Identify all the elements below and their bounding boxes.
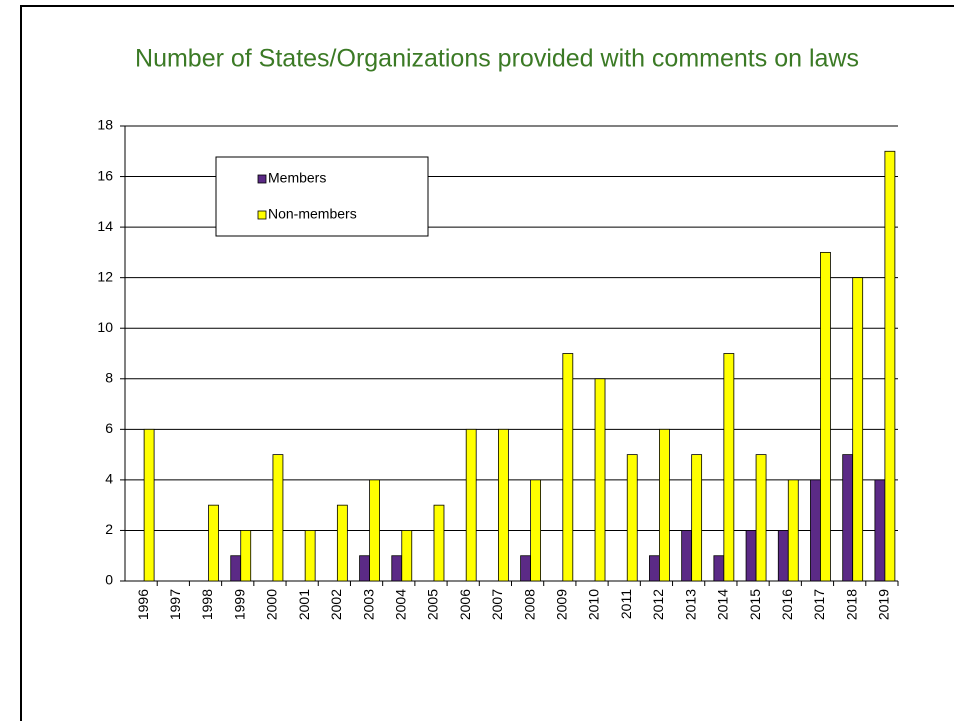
bar <box>649 555 660 582</box>
bar <box>713 555 725 582</box>
legend-swatch <box>257 174 267 184</box>
bar <box>230 555 242 582</box>
bar <box>562 353 574 582</box>
bar <box>359 555 370 582</box>
bar <box>810 479 821 582</box>
bar <box>520 555 532 582</box>
x-tick-label: 2008 <box>521 589 537 620</box>
bar <box>755 454 767 582</box>
slide-border <box>20 5 954 721</box>
x-tick-label: 2015 <box>747 589 763 620</box>
bar <box>874 479 886 582</box>
chart-title: Number of States/Organizations provided … <box>135 45 859 73</box>
bar <box>884 150 896 582</box>
y-tick-label: 10 <box>97 319 113 335</box>
x-tick-label: 2002 <box>328 589 344 620</box>
bar <box>842 454 854 582</box>
x-tick-label: 2014 <box>715 589 731 620</box>
y-tick-label: 14 <box>97 218 113 234</box>
x-tick-label: 2000 <box>264 589 280 620</box>
legend-swatch <box>257 210 267 220</box>
bar <box>497 428 509 582</box>
x-tick-label: 2005 <box>425 589 441 620</box>
x-tick-label: 1996 <box>135 589 151 620</box>
x-tick-label: 1999 <box>231 589 247 620</box>
bar <box>208 504 219 582</box>
bar <box>787 479 799 582</box>
x-tick-label: 2004 <box>392 589 408 620</box>
x-tick-label: 2007 <box>489 589 505 620</box>
y-tick-label: 6 <box>105 420 113 436</box>
bar <box>465 428 477 582</box>
y-tick-label: 12 <box>97 268 113 284</box>
bar <box>391 555 403 582</box>
bar <box>723 353 735 582</box>
y-tick-label: 8 <box>105 369 113 385</box>
bar <box>143 428 155 582</box>
legend-label: Members <box>268 170 326 186</box>
bar <box>626 454 638 582</box>
x-tick-label: 2003 <box>360 589 376 620</box>
bar <box>681 530 693 582</box>
bar <box>240 530 252 582</box>
x-tick-label: 1998 <box>199 589 215 620</box>
bar <box>433 504 445 582</box>
y-tick-label: 0 <box>105 572 113 588</box>
bar <box>530 479 542 582</box>
x-tick-label: 2013 <box>682 589 698 620</box>
y-tick-label: 18 <box>97 117 113 133</box>
bar <box>659 428 670 582</box>
x-tick-label: 2009 <box>554 589 570 620</box>
x-tick-label: 2016 <box>779 589 795 620</box>
x-tick-label: 2017 <box>811 589 827 620</box>
bar <box>852 277 864 582</box>
bar <box>304 530 316 582</box>
x-tick-label: 2019 <box>876 589 892 620</box>
bar <box>691 454 703 582</box>
y-tick-label: 4 <box>105 471 113 487</box>
bar <box>745 530 757 582</box>
bar <box>777 530 789 582</box>
x-tick-label: 2010 <box>586 589 602 620</box>
y-tick-label: 16 <box>97 167 113 183</box>
x-tick-label: 2011 <box>618 589 634 619</box>
legend-label: Non-members <box>268 206 357 222</box>
legend-box <box>215 156 429 237</box>
bar <box>401 530 413 582</box>
bar <box>820 251 831 582</box>
x-tick-label: 2012 <box>650 589 666 620</box>
bar <box>369 479 380 582</box>
x-tick-label: 2001 <box>296 589 312 620</box>
x-tick-label: 1997 <box>167 589 183 620</box>
bar <box>336 504 348 582</box>
bar <box>272 454 284 582</box>
bar <box>594 378 606 582</box>
x-tick-label: 2018 <box>843 589 859 620</box>
y-tick-label: 2 <box>105 521 113 537</box>
x-tick-label: 2006 <box>457 589 473 620</box>
